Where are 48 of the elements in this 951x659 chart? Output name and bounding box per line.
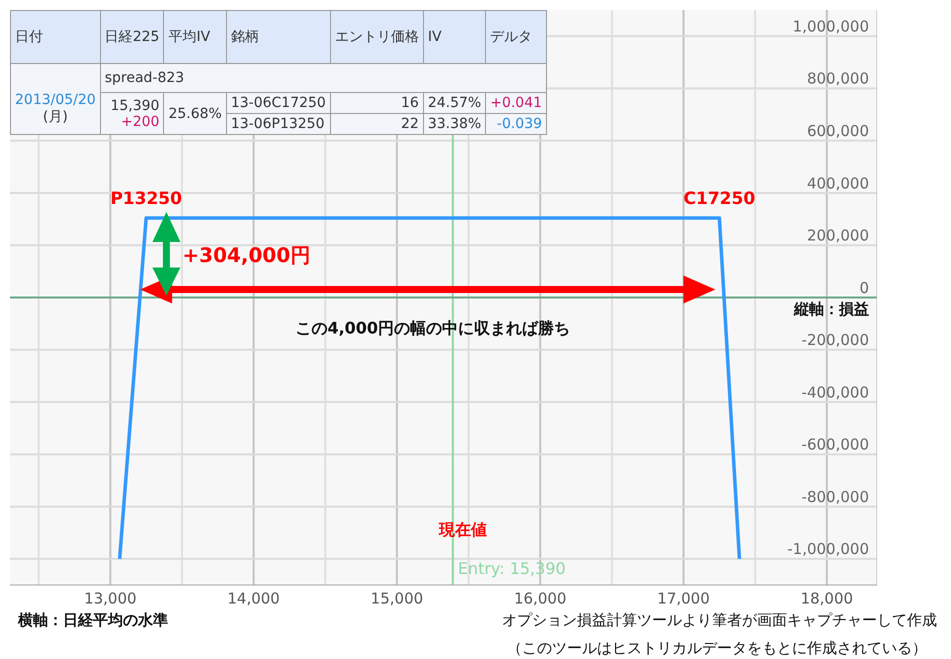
category-label: 平均IV [164, 10, 226, 64]
annotation: +304,000円 [182, 243, 310, 268]
text: 24.57% [428, 95, 482, 111]
annotation: P13250 [110, 189, 182, 210]
x-tick-label: 18,000 [800, 590, 854, 608]
y-tick-label: 600,000 [806, 122, 869, 140]
text: 13-06C17250 [230, 95, 326, 111]
x-tick-label: 14,000 [227, 590, 280, 608]
x-tick-label: 15,000 [370, 590, 424, 608]
y-tick-label: 800,000 [806, 70, 869, 88]
text: 15,390 [110, 98, 160, 114]
text: 33.38% [428, 116, 482, 132]
text: 16 [401, 95, 419, 111]
y-tick-label: 200,000 [806, 226, 869, 245]
y-tick-label: -400,000 [802, 383, 869, 402]
text: -0.039 [496, 116, 542, 132]
text: 22 [401, 116, 419, 132]
y-tick-label: 0 [859, 278, 869, 297]
y-tick-label: -200,000 [802, 331, 869, 350]
text: +200 [120, 114, 160, 130]
category-label: 銘柄 [226, 10, 330, 64]
text: 25.68% [168, 106, 222, 122]
y-tick-label: 1,000,000 [792, 17, 869, 36]
x-tick-label: 13,000 [84, 590, 137, 608]
text: オプション損益計算ツールより筆者が画面キャプチャーして作成 [502, 611, 937, 630]
text: +0.041 [490, 95, 542, 111]
annotation: この4,000円の幅の中に収まれば勝ち [295, 318, 570, 338]
y-tick-label: -1,000,000 [787, 540, 869, 558]
text: 2013/05/20 [15, 92, 96, 108]
category-label: IV [423, 10, 486, 64]
category-label: エントリ価格 [330, 10, 424, 64]
ref-line-label: Entry: 15,390 [458, 559, 566, 578]
category-label: 日付 [10, 10, 100, 64]
annotation: C17250 [684, 189, 756, 210]
x-tick-label: 16,000 [514, 590, 566, 608]
x-tick-label: 17,000 [657, 590, 710, 608]
y-tick-label: -600,000 [802, 436, 869, 454]
text: （このツールはヒストリカルデータをもとに作成されている） [507, 639, 927, 658]
text: spread-823 [104, 70, 184, 86]
text: (月) [42, 109, 68, 125]
category-label: 日経225 [100, 10, 164, 64]
category-label: デルタ [486, 10, 547, 64]
y-tick-label: -800,000 [802, 488, 869, 506]
y-tick-label: 400,000 [806, 174, 869, 192]
y-axis-title: 縦軸：損益 [794, 300, 869, 318]
x-axis-title: 横軸：日経平均の水準 [18, 611, 168, 630]
annotation: 現在値 [438, 520, 487, 539]
text: 13-06P13250 [230, 116, 324, 132]
